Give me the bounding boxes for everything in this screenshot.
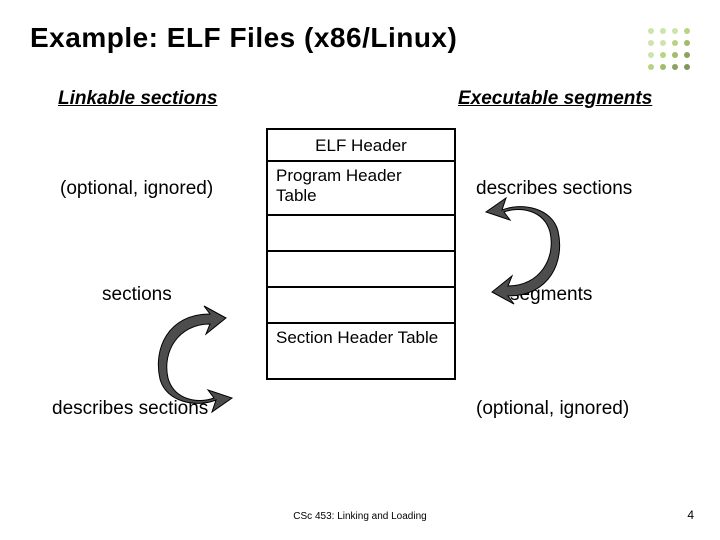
left-column-header: Linkable sections xyxy=(58,88,217,110)
slide-title: Example: ELF Files (x86/Linux) xyxy=(30,22,457,54)
content-cell-2 xyxy=(268,252,454,288)
right-column-header: Executable segments xyxy=(458,88,652,110)
content-cell-3 xyxy=(268,288,454,324)
right-label-optional: (optional, ignored) xyxy=(476,398,629,420)
corner-dots xyxy=(648,28,698,78)
section-header-table-cell: Section Header Table xyxy=(268,324,454,378)
footer-course: CSc 453: Linking and Loading xyxy=(0,511,720,522)
content-cell-1 xyxy=(268,216,454,252)
elf-header-cell: ELF Header xyxy=(268,130,454,162)
left-label-optional: (optional, ignored) xyxy=(60,178,213,200)
left-label-sections: sections xyxy=(102,284,172,306)
right-label-segments: segments xyxy=(510,284,592,306)
left-label-describes: describes sections xyxy=(52,398,208,420)
right-label-describes: describes sections xyxy=(476,178,632,200)
footer-page-number: 4 xyxy=(687,508,694,522)
program-header-table-cell: Program Header Table xyxy=(268,162,454,216)
elf-structure-table: ELF Header Program Header Table Section … xyxy=(266,128,456,380)
